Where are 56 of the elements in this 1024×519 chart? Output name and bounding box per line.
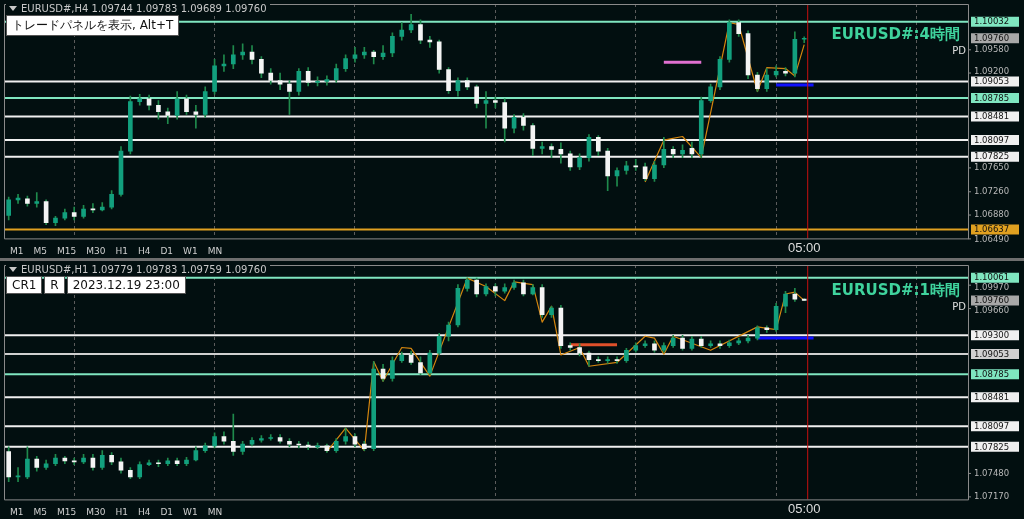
text: M30 (86, 507, 106, 517)
text: M1 (10, 246, 24, 256)
text: M15 (57, 246, 77, 256)
ref-line-label: 1.08481 (974, 111, 1010, 122)
text: H4 (137, 246, 151, 256)
y-tick-label: 1.07170 (974, 491, 1010, 502)
annotation: CR1 (6, 276, 43, 294)
chart-title: EURUSD#,H4 1.09744 1.09783 1.09689 1.09760 (21, 3, 267, 14)
annotation: PD (952, 44, 966, 56)
ref-line-label: 1.06637 (974, 224, 1010, 235)
text: EURUSD#:4時間 (831, 24, 960, 44)
text: MN (207, 246, 223, 256)
text: M5 (33, 507, 47, 517)
y-tick-label: 1.06490 (974, 234, 1010, 245)
annotation: トレードパネルを表示, Alt+T (6, 15, 180, 36)
text: D1 (160, 507, 174, 517)
ref-line-label: 1.07825 (974, 151, 1010, 162)
annotation: 2023.12.19 23:00 (66, 276, 186, 294)
y-tick-label: 1.06880 (974, 209, 1010, 220)
ref-line-label: 1.08785 (974, 92, 1010, 103)
text: EURUSD#:1時間 (831, 280, 960, 300)
text: 1.09760 (974, 32, 1010, 43)
text: H1 (115, 507, 128, 517)
x-tick-label: 05:00 (787, 500, 821, 516)
text: W1 (183, 507, 198, 517)
text: D1 (160, 246, 174, 256)
ref-line-label: 1.09053 (974, 76, 1010, 87)
annotation: PD (952, 300, 966, 312)
y-tick-label: 1.07480 (974, 467, 1010, 478)
y-tick-label: 1.09580 (974, 43, 1010, 54)
ref-line-label: 1.08097 (974, 420, 1010, 431)
ref-line-label: 1.10032 (974, 16, 1010, 27)
y-tick-label: 1.09970 (974, 282, 1010, 293)
text: MN (207, 507, 223, 517)
ref-line-label: 1.08097 (974, 134, 1010, 145)
ref-line-label: 1.08481 (974, 391, 1010, 402)
ref-line-label: 1.10061 (974, 272, 1010, 283)
text: 1.09760 (974, 295, 1010, 306)
y-tick-label: 1.09660 (974, 305, 1010, 316)
chart-title: EURUSD#,H1 1.09779 1.09783 1.09759 1.09760 (21, 264, 267, 275)
ref-line-label: 1.07825 (974, 441, 1010, 452)
text: M15 (57, 507, 77, 517)
ref-line-label: 1.09053 (974, 348, 1010, 359)
ref-line-label: 1.08785 (974, 368, 1010, 379)
text: H1 (115, 246, 128, 256)
text: M1 (10, 507, 24, 517)
text: W1 (183, 246, 198, 256)
text: M5 (33, 246, 47, 256)
y-tick-label: 1.09200 (974, 66, 1010, 77)
ref-line-label: 1.09300 (974, 330, 1010, 341)
annotation: R (44, 276, 65, 294)
text: H4 (137, 507, 151, 517)
x-tick-label: 05:00 (787, 239, 821, 255)
y-tick-label: 1.07650 (974, 162, 1010, 173)
text: M30 (86, 246, 106, 256)
y-tick-label: 1.07260 (974, 185, 1010, 196)
